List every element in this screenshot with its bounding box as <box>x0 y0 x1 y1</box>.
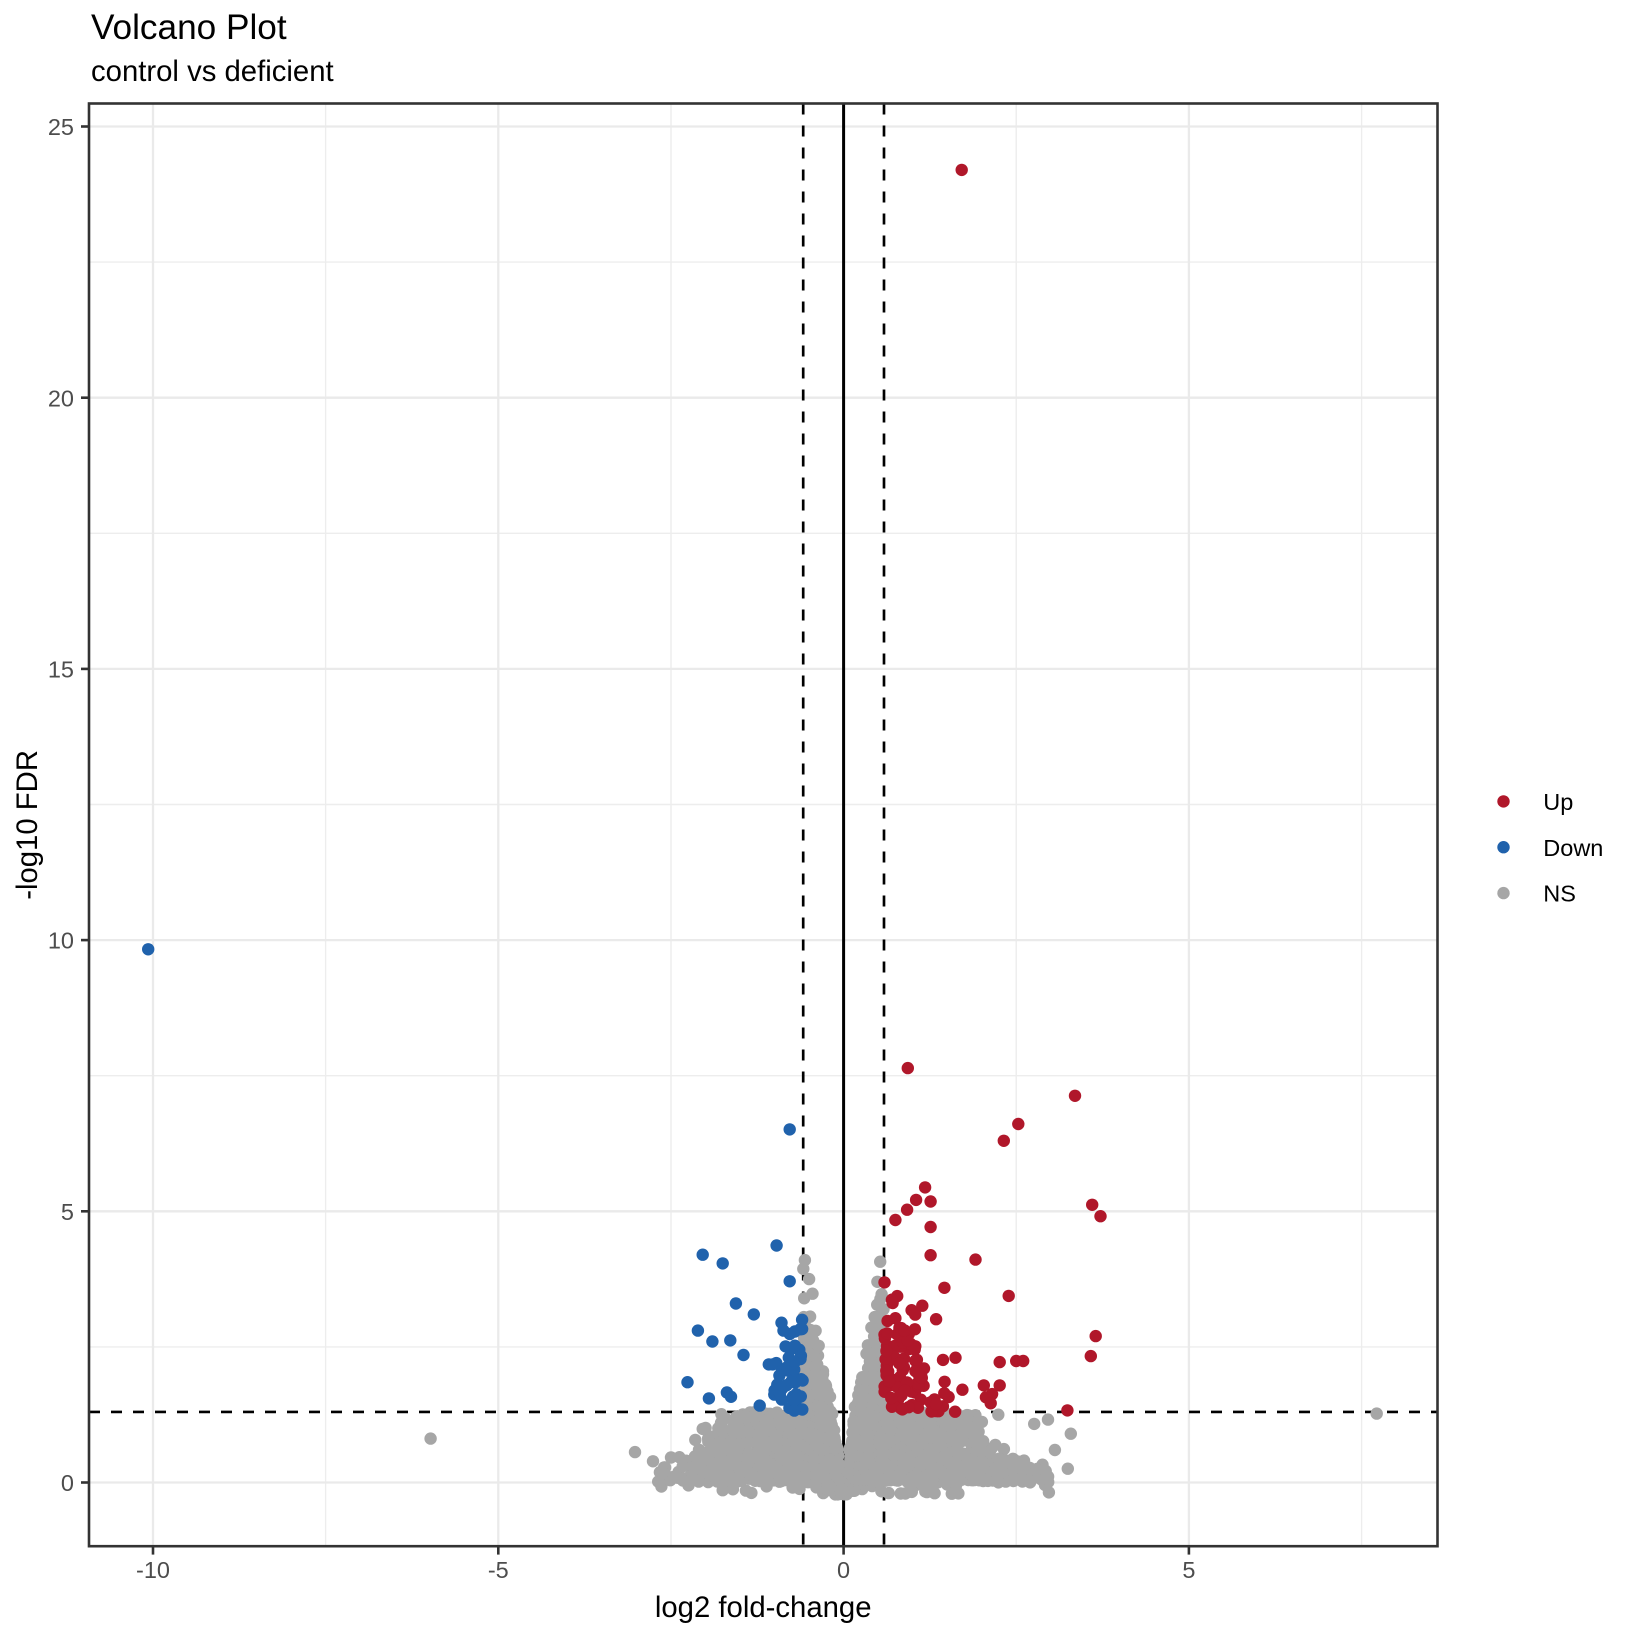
svg-text:10: 10 <box>48 928 74 954</box>
svg-text:Up: Up <box>1543 789 1573 815</box>
svg-text:5: 5 <box>61 1199 74 1225</box>
svg-text:25: 25 <box>48 114 74 140</box>
svg-text:-10: -10 <box>136 1557 170 1583</box>
svg-text:-log10 FDR: -log10 FDR <box>11 750 44 900</box>
svg-text:0: 0 <box>61 1470 74 1496</box>
svg-text:-5: -5 <box>488 1557 509 1583</box>
svg-text:log2 fold-change: log2 fold-change <box>655 1591 872 1624</box>
svg-text:Volcano Plot: Volcano Plot <box>91 8 287 47</box>
svg-text:control vs deficient: control vs deficient <box>91 55 334 88</box>
svg-text:NS: NS <box>1543 881 1576 907</box>
svg-text:Down: Down <box>1543 835 1603 861</box>
svg-text:15: 15 <box>48 656 74 682</box>
svg-text:0: 0 <box>837 1557 850 1583</box>
svg-text:20: 20 <box>48 385 74 411</box>
svg-text:5: 5 <box>1182 1557 1195 1583</box>
